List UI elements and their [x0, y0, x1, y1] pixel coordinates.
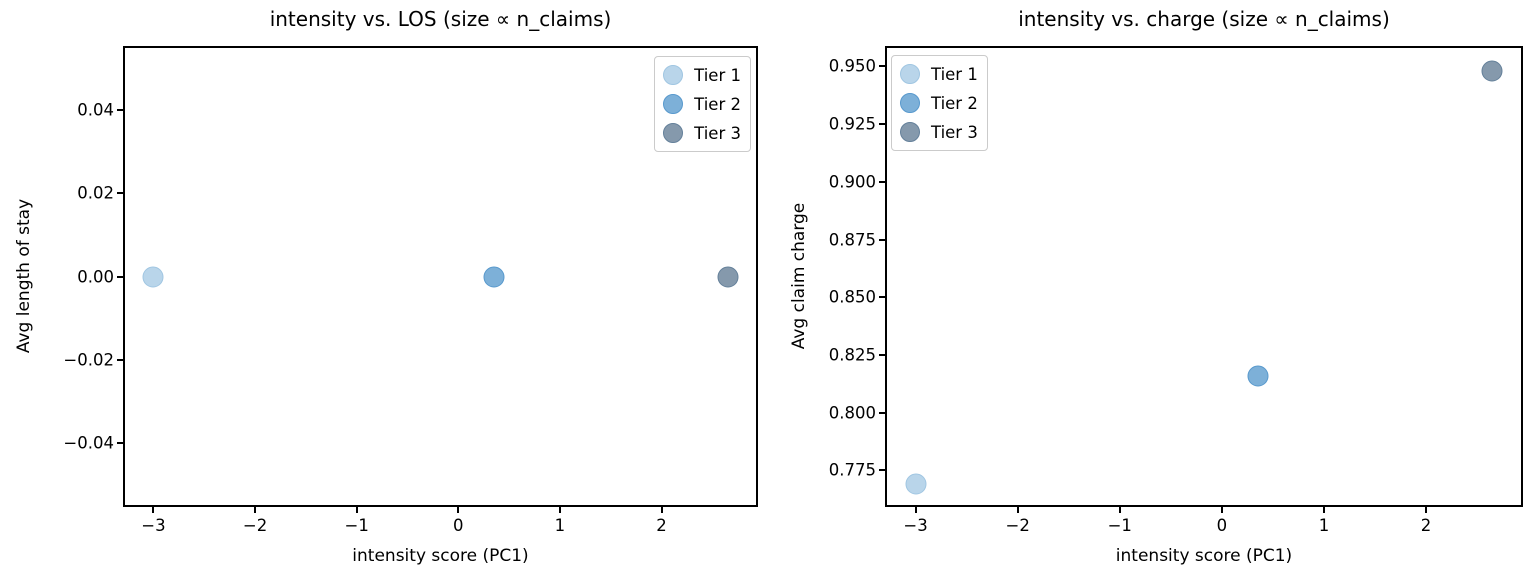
plot-area-los: −3 −2 −1 0 1 2 0.04 0.02 0.00 −0.02 −0.04 Tier 1 Tie…	[63, 46, 758, 535]
x-tick-label: 1	[1318, 516, 1330, 535]
legend-marker-icon	[663, 123, 684, 143]
x-tick-mark	[1322, 507, 1325, 513]
legend-marker-icon	[900, 93, 920, 113]
legend-label: Tier 2	[931, 93, 978, 113]
y-tick-mark	[117, 109, 123, 112]
x-tick-label: −2	[242, 516, 268, 535]
legend: Tier 1 Tier 2 Tier 3	[891, 55, 988, 151]
x-tick-label: 0	[1216, 516, 1228, 535]
legend-item: Tier 3	[900, 119, 978, 145]
scatter-point-tier-2	[483, 266, 505, 287]
y-tick-mark	[879, 180, 885, 183]
x-tick-mark	[254, 507, 257, 513]
y-tick-label: 0.02	[77, 183, 114, 203]
scatter-point-tier-1	[905, 473, 927, 495]
x-tick-mark	[558, 507, 561, 513]
y-tick-mark	[879, 296, 885, 299]
chart-title: intensity vs. LOS (size ∝ n_claims)	[269, 7, 612, 31]
y-tick-mark	[117, 358, 123, 361]
x-tick-mark	[914, 507, 917, 513]
legend-item: Tier 2	[900, 90, 978, 116]
y-tick-label: 0.800	[828, 403, 876, 423]
legend-item: Tier 2	[663, 91, 741, 117]
chart-title: intensity vs. charge (size ∝ n_claims)	[1018, 7, 1390, 31]
y-tick-label: −0.04	[63, 433, 114, 453]
legend-label: Tier 3	[931, 122, 978, 142]
y-tick-mark	[879, 238, 885, 241]
legend-marker-icon	[900, 64, 920, 84]
legend-label: Tier 1	[694, 65, 741, 85]
y-tick-label: 0.850	[828, 287, 876, 307]
legend-item: Tier 1	[663, 62, 741, 88]
legend: Tier 1 Tier 2 Tier 3	[654, 56, 751, 152]
x-tick-label: 2	[656, 516, 667, 535]
x-tick-mark	[457, 507, 460, 513]
legend-label: Tier 1	[931, 64, 978, 84]
x-axis-label: intensity score (PC1)	[1115, 546, 1293, 566]
x-tick-mark	[1425, 507, 1428, 513]
legend-item: Tier 3	[663, 120, 741, 146]
y-tick-label: 0.775	[828, 460, 876, 480]
scatter-point-tier-2	[1247, 365, 1269, 387]
legend-item: Tier 1	[900, 61, 978, 87]
x-tick-label: −1	[344, 516, 369, 535]
y-tick-mark	[879, 123, 885, 126]
scatter-point-tier-3	[717, 266, 739, 287]
legend-marker-icon	[663, 65, 684, 85]
y-tick-label: 0.925	[828, 114, 876, 134]
x-axis-label: intensity score (PC1)	[352, 546, 529, 566]
y-tick-mark	[879, 469, 885, 472]
y-tick-label: −0.02	[63, 350, 114, 370]
x-tick-mark	[1118, 507, 1121, 513]
scatter-point-tier-3	[1481, 60, 1503, 82]
x-tick-mark	[152, 507, 155, 513]
y-tick-mark	[117, 275, 123, 278]
legend-label: Tier 2	[694, 94, 741, 114]
y-tick-mark	[117, 441, 123, 444]
x-tick-label: 0	[453, 516, 464, 535]
legend-label: Tier 3	[694, 123, 741, 143]
x-tick-label: −3	[903, 516, 928, 535]
x-tick-label: 1	[554, 516, 566, 535]
x-tick-mark	[1016, 507, 1019, 513]
x-tick-label: −1	[1107, 516, 1132, 535]
legend-marker-icon	[900, 122, 920, 142]
y-tick-label: 0.825	[828, 345, 876, 365]
y-axis-label: Avg claim charge	[789, 202, 809, 350]
x-tick-label: 2	[1420, 516, 1432, 535]
y-tick-mark	[879, 411, 885, 414]
y-axis-label: Avg length of stay	[14, 198, 34, 354]
y-tick-label: 0.900	[828, 172, 876, 192]
x-tick-label: −3	[141, 516, 166, 535]
x-tick-mark	[660, 507, 663, 513]
y-tick-label: 0.04	[77, 100, 114, 120]
x-tick-mark	[1220, 507, 1223, 513]
y-tick-mark	[879, 353, 885, 356]
x-tick-label: −2	[1005, 516, 1030, 535]
y-tick-mark	[117, 192, 123, 195]
scatter-point-tier-1	[142, 266, 164, 287]
y-tick-mark	[879, 65, 885, 68]
y-tick-label: 0.875	[828, 230, 876, 250]
plot-area-charge: −3 −2 −1 0 1 2 0.950 0.925 0.900 0.875 0.850 0.825 0…	[829, 46, 1523, 535]
y-tick-label: 0.00	[77, 267, 114, 286]
legend-marker-icon	[663, 94, 684, 114]
y-tick-label: 0.950	[828, 56, 876, 76]
x-tick-mark	[355, 507, 358, 513]
